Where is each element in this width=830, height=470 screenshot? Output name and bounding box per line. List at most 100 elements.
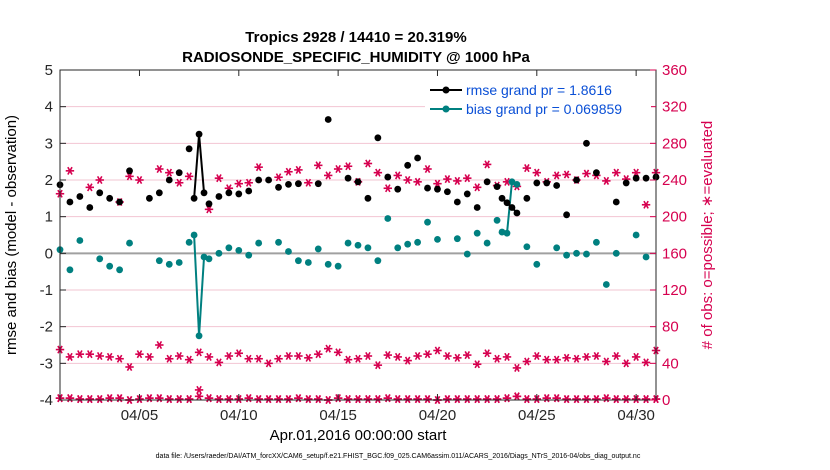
obs-evaluated-marker	[473, 183, 482, 192]
asterisk-stroke	[315, 395, 322, 404]
obs-evaluated-marker	[393, 395, 402, 404]
y-tick-label: 1	[45, 209, 53, 226]
asterisk-stroke	[87, 395, 93, 404]
asterisk-stroke	[484, 349, 490, 358]
asterisk-stroke	[553, 355, 560, 364]
asterisk-stroke	[474, 183, 480, 192]
rmse-point	[200, 189, 208, 197]
obs-evaluated-marker	[641, 200, 651, 209]
bias-point	[96, 255, 104, 263]
rmse-point	[573, 176, 580, 184]
bias-point	[523, 243, 531, 251]
asterisk-stroke	[404, 175, 411, 185]
bias-point	[334, 262, 342, 270]
bias-point	[404, 240, 412, 248]
obs-evaluated-marker	[572, 354, 581, 363]
rmse-point	[498, 194, 506, 202]
obs-evaluated-marker	[423, 350, 432, 359]
obs-evaluated-marker	[95, 351, 104, 361]
obs-evaluated-marker	[343, 395, 353, 404]
obs-evaluated-marker	[403, 395, 412, 404]
asterisk-stroke	[643, 358, 649, 367]
asterisk-stroke	[494, 354, 500, 363]
count-marks	[55, 159, 661, 405]
bias-point	[533, 260, 541, 268]
x-tick-label: 04/05	[121, 407, 159, 424]
obs-evaluated-marker	[463, 174, 472, 183]
rmse-point	[354, 178, 362, 186]
obs-evaluated-marker	[562, 170, 571, 179]
obs-evaluated-marker	[542, 355, 551, 364]
rmse-point	[453, 198, 461, 206]
obs-evaluated-marker	[612, 351, 621, 361]
asterisk-stroke	[623, 395, 629, 404]
asterisk-stroke	[404, 395, 411, 404]
bias-point	[354, 241, 362, 249]
asterisk-stroke	[514, 392, 520, 401]
obs-evaluated-marker	[234, 349, 243, 358]
asterisk-stroke	[603, 357, 610, 366]
asterisk-stroke	[156, 340, 163, 350]
y-right-tick-label: 0	[662, 392, 670, 409]
rmse-point	[295, 180, 302, 188]
asterisk-stroke	[613, 168, 620, 177]
bias-point	[593, 238, 600, 246]
asterisk-stroke	[305, 353, 312, 362]
asterisk-stroke	[315, 350, 322, 359]
asterisk-stroke	[543, 394, 550, 403]
asterisk-stroke	[633, 352, 639, 361]
obs-evaluated-marker	[214, 358, 224, 367]
asterisk-stroke	[156, 164, 163, 174]
obs-evaluated-marker	[314, 161, 323, 170]
asterisk-stroke	[216, 358, 222, 367]
obs-evaluated-marker	[373, 361, 383, 370]
asterisk-stroke	[77, 395, 83, 404]
y-axis-label-right: # of obs: o=possible; ∗=evaluated	[699, 121, 716, 350]
obs-evaluated-marker	[304, 178, 313, 187]
asterisk-stroke	[394, 352, 401, 361]
bias-point	[116, 266, 123, 274]
rmse-point	[583, 139, 590, 147]
x-tick-label: 04/30	[617, 407, 655, 424]
obs-evaluated-marker	[333, 348, 343, 357]
obs-evaluated-marker	[85, 395, 94, 404]
y-tick-label: -4	[40, 392, 53, 409]
asterisk-stroke	[444, 395, 451, 404]
obs-evaluated-marker	[304, 353, 313, 362]
rmse-point	[622, 179, 630, 187]
obs-evaluated-marker	[294, 351, 303, 361]
y-tick-label: 2	[45, 172, 53, 189]
bias-point	[295, 257, 302, 265]
bias-point	[632, 231, 640, 239]
obs-evaluated-marker	[413, 395, 422, 404]
asterisk-stroke	[414, 351, 421, 361]
x-tick-label: 04/20	[419, 407, 457, 424]
y-tick-label: 4	[45, 99, 53, 116]
rmse-point	[324, 116, 332, 123]
bias-point	[175, 259, 183, 266]
y-right-tick-label: 360	[662, 62, 687, 79]
obs-evaluated-marker	[582, 395, 591, 404]
obs-evaluated-marker	[224, 395, 234, 404]
bias-point	[324, 260, 332, 268]
obs-evaluated-marker	[602, 357, 611, 366]
obs-evaluated-marker	[165, 168, 174, 177]
rmse-point	[314, 180, 322, 188]
asterisk-stroke	[226, 351, 232, 361]
obs-evaluated-marker	[532, 168, 541, 177]
obs-evaluated-marker	[155, 164, 164, 174]
asterisk-stroke	[305, 395, 312, 404]
obs-evaluated-marker	[254, 395, 263, 404]
asterisk-stroke	[563, 353, 570, 362]
asterisk-stroke	[335, 348, 341, 357]
bias-point	[245, 251, 253, 259]
obs-evaluated-marker	[65, 394, 75, 403]
obs-evaluated-marker	[155, 340, 164, 350]
x-tick-label: 04/10	[220, 407, 258, 424]
asterisk-stroke	[385, 184, 391, 193]
obs-evaluated-marker	[224, 351, 234, 361]
obs-evaluated-marker	[115, 354, 124, 363]
asterisk-stroke	[206, 352, 212, 361]
obs-evaluated-marker	[115, 394, 124, 403]
